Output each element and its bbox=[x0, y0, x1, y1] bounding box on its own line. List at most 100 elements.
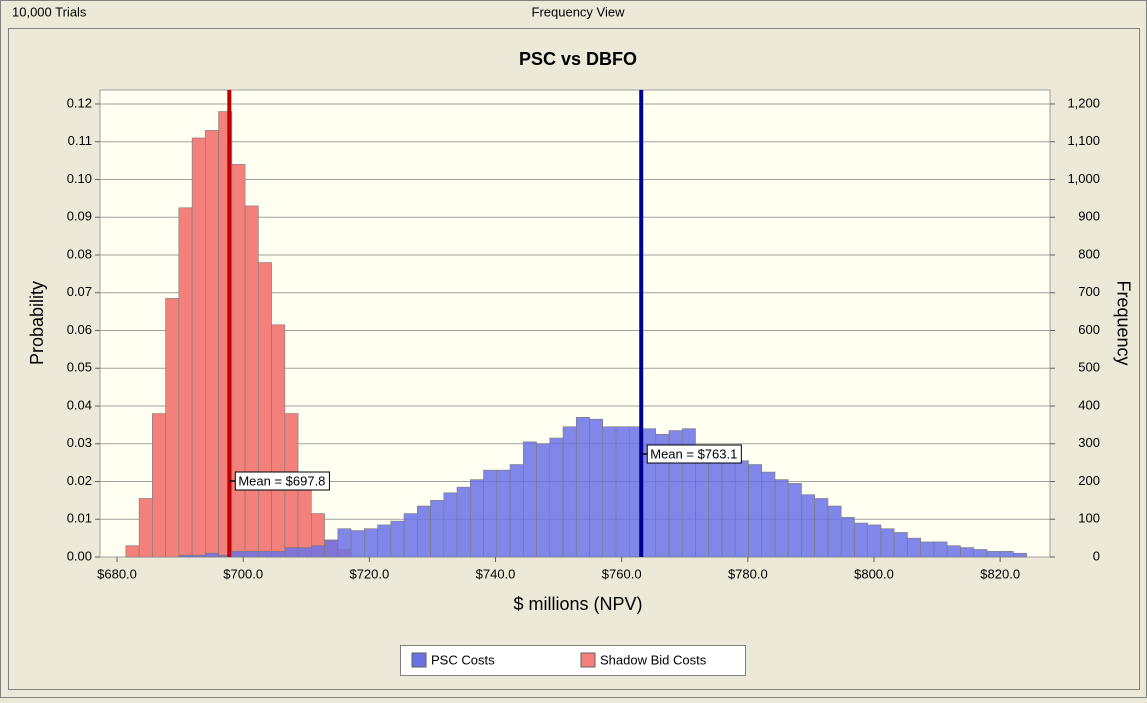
x-tick-label: $820.0 bbox=[980, 566, 1020, 581]
bar bbox=[496, 469, 511, 558]
legend-swatch bbox=[580, 652, 596, 668]
y-tick-label: 0.03 bbox=[67, 435, 92, 450]
bar bbox=[893, 532, 908, 558]
bar bbox=[575, 417, 590, 558]
bar bbox=[297, 547, 312, 558]
bar bbox=[960, 547, 974, 558]
bar bbox=[787, 483, 802, 558]
y2-tick-label: 500 bbox=[1078, 360, 1100, 375]
bar bbox=[443, 492, 458, 558]
y-axis-label: Probability bbox=[27, 281, 47, 365]
bar bbox=[840, 517, 855, 558]
bar bbox=[814, 498, 829, 558]
bar bbox=[695, 447, 710, 558]
trials: 10,000 Trials bbox=[12, 4, 87, 19]
bar bbox=[522, 441, 537, 558]
y2-tick-label: 1,100 bbox=[1067, 133, 1100, 148]
x-tick-label: $740.0 bbox=[476, 566, 516, 581]
bar bbox=[774, 479, 789, 558]
bar bbox=[734, 460, 749, 558]
bar bbox=[986, 551, 1001, 558]
bar bbox=[456, 486, 471, 558]
bar bbox=[324, 539, 339, 558]
x-axis-label: $ millions (NPV) bbox=[513, 594, 642, 614]
bar bbox=[854, 522, 868, 558]
mean-label-box bbox=[646, 444, 742, 464]
bar bbox=[999, 551, 1014, 558]
bar bbox=[827, 505, 842, 558]
bar bbox=[244, 205, 259, 558]
y2-tick-label: 100 bbox=[1078, 511, 1100, 526]
bar bbox=[205, 130, 219, 558]
bar bbox=[191, 137, 206, 558]
bar bbox=[231, 164, 246, 558]
y2-tick-label: 200 bbox=[1078, 473, 1100, 488]
mean-label: Mean = $697.8 bbox=[238, 473, 325, 488]
bar bbox=[191, 554, 206, 558]
bar bbox=[801, 494, 816, 558]
y-tick-label: 0.09 bbox=[67, 209, 92, 224]
bar bbox=[880, 528, 895, 558]
y-tick-label: 0.08 bbox=[67, 246, 92, 261]
bar bbox=[271, 324, 286, 558]
bar bbox=[350, 530, 365, 558]
bar bbox=[258, 262, 272, 558]
y2-tick-label: 0 bbox=[1093, 548, 1100, 563]
bar bbox=[920, 541, 935, 558]
bar bbox=[867, 524, 882, 558]
bar bbox=[364, 528, 378, 558]
bar bbox=[125, 545, 140, 558]
bar bbox=[933, 541, 948, 558]
bar bbox=[615, 426, 630, 558]
bar bbox=[430, 500, 445, 558]
y2-tick-label: 1,000 bbox=[1067, 171, 1100, 186]
x-tick-label: $720.0 bbox=[349, 566, 389, 581]
y-tick-label: 0.11 bbox=[68, 133, 92, 148]
bar bbox=[721, 450, 736, 558]
mean-label: Mean = $763.1 bbox=[650, 446, 737, 461]
bar bbox=[907, 537, 921, 558]
bar bbox=[748, 464, 763, 558]
y2-tick-label: 600 bbox=[1078, 322, 1100, 337]
chart-title: PSC vs DBFO bbox=[519, 49, 637, 69]
bar bbox=[138, 498, 153, 558]
bar bbox=[708, 449, 723, 558]
legend-label: PSC Costs bbox=[431, 652, 495, 667]
bar bbox=[165, 298, 180, 558]
bar bbox=[205, 552, 219, 558]
bar bbox=[152, 413, 166, 558]
y2-tick-label: 300 bbox=[1078, 435, 1100, 450]
x-tick-label: $760.0 bbox=[602, 566, 642, 581]
bar bbox=[178, 207, 193, 558]
bar bbox=[469, 479, 484, 558]
x-tick-label: $780.0 bbox=[728, 566, 768, 581]
y-tick-label: 0.04 bbox=[67, 397, 92, 412]
y-tick-label: 0.06 bbox=[67, 322, 92, 337]
bar bbox=[416, 505, 431, 558]
bar bbox=[602, 426, 617, 558]
y2-axis-label: Frequency bbox=[1113, 280, 1133, 365]
y-tick-label: 0.01 bbox=[67, 511, 92, 526]
x-tick-label: $680.0 bbox=[97, 566, 137, 581]
mean-label-box bbox=[234, 471, 330, 491]
y-tick-label: 0.12 bbox=[67, 95, 92, 110]
y2-tick-label: 400 bbox=[1078, 397, 1100, 412]
view-title: Frequency View bbox=[532, 4, 626, 19]
bar bbox=[589, 418, 604, 558]
bar bbox=[377, 524, 392, 558]
legend-label: Shadow Bid Costs bbox=[600, 652, 707, 667]
bar bbox=[284, 547, 299, 558]
bar bbox=[973, 549, 988, 558]
y2-tick-label: 700 bbox=[1078, 284, 1100, 299]
bar bbox=[258, 551, 272, 558]
bar bbox=[562, 426, 577, 558]
y-tick-label: 0.00 bbox=[67, 548, 92, 563]
y2-tick-label: 900 bbox=[1078, 209, 1100, 224]
y2-tick-label: 1,200 bbox=[1067, 95, 1100, 110]
y-tick-label: 0.02 bbox=[67, 473, 92, 488]
bar bbox=[509, 464, 524, 558]
bar bbox=[761, 471, 776, 558]
bar bbox=[231, 551, 246, 558]
legend-swatch bbox=[411, 652, 427, 668]
